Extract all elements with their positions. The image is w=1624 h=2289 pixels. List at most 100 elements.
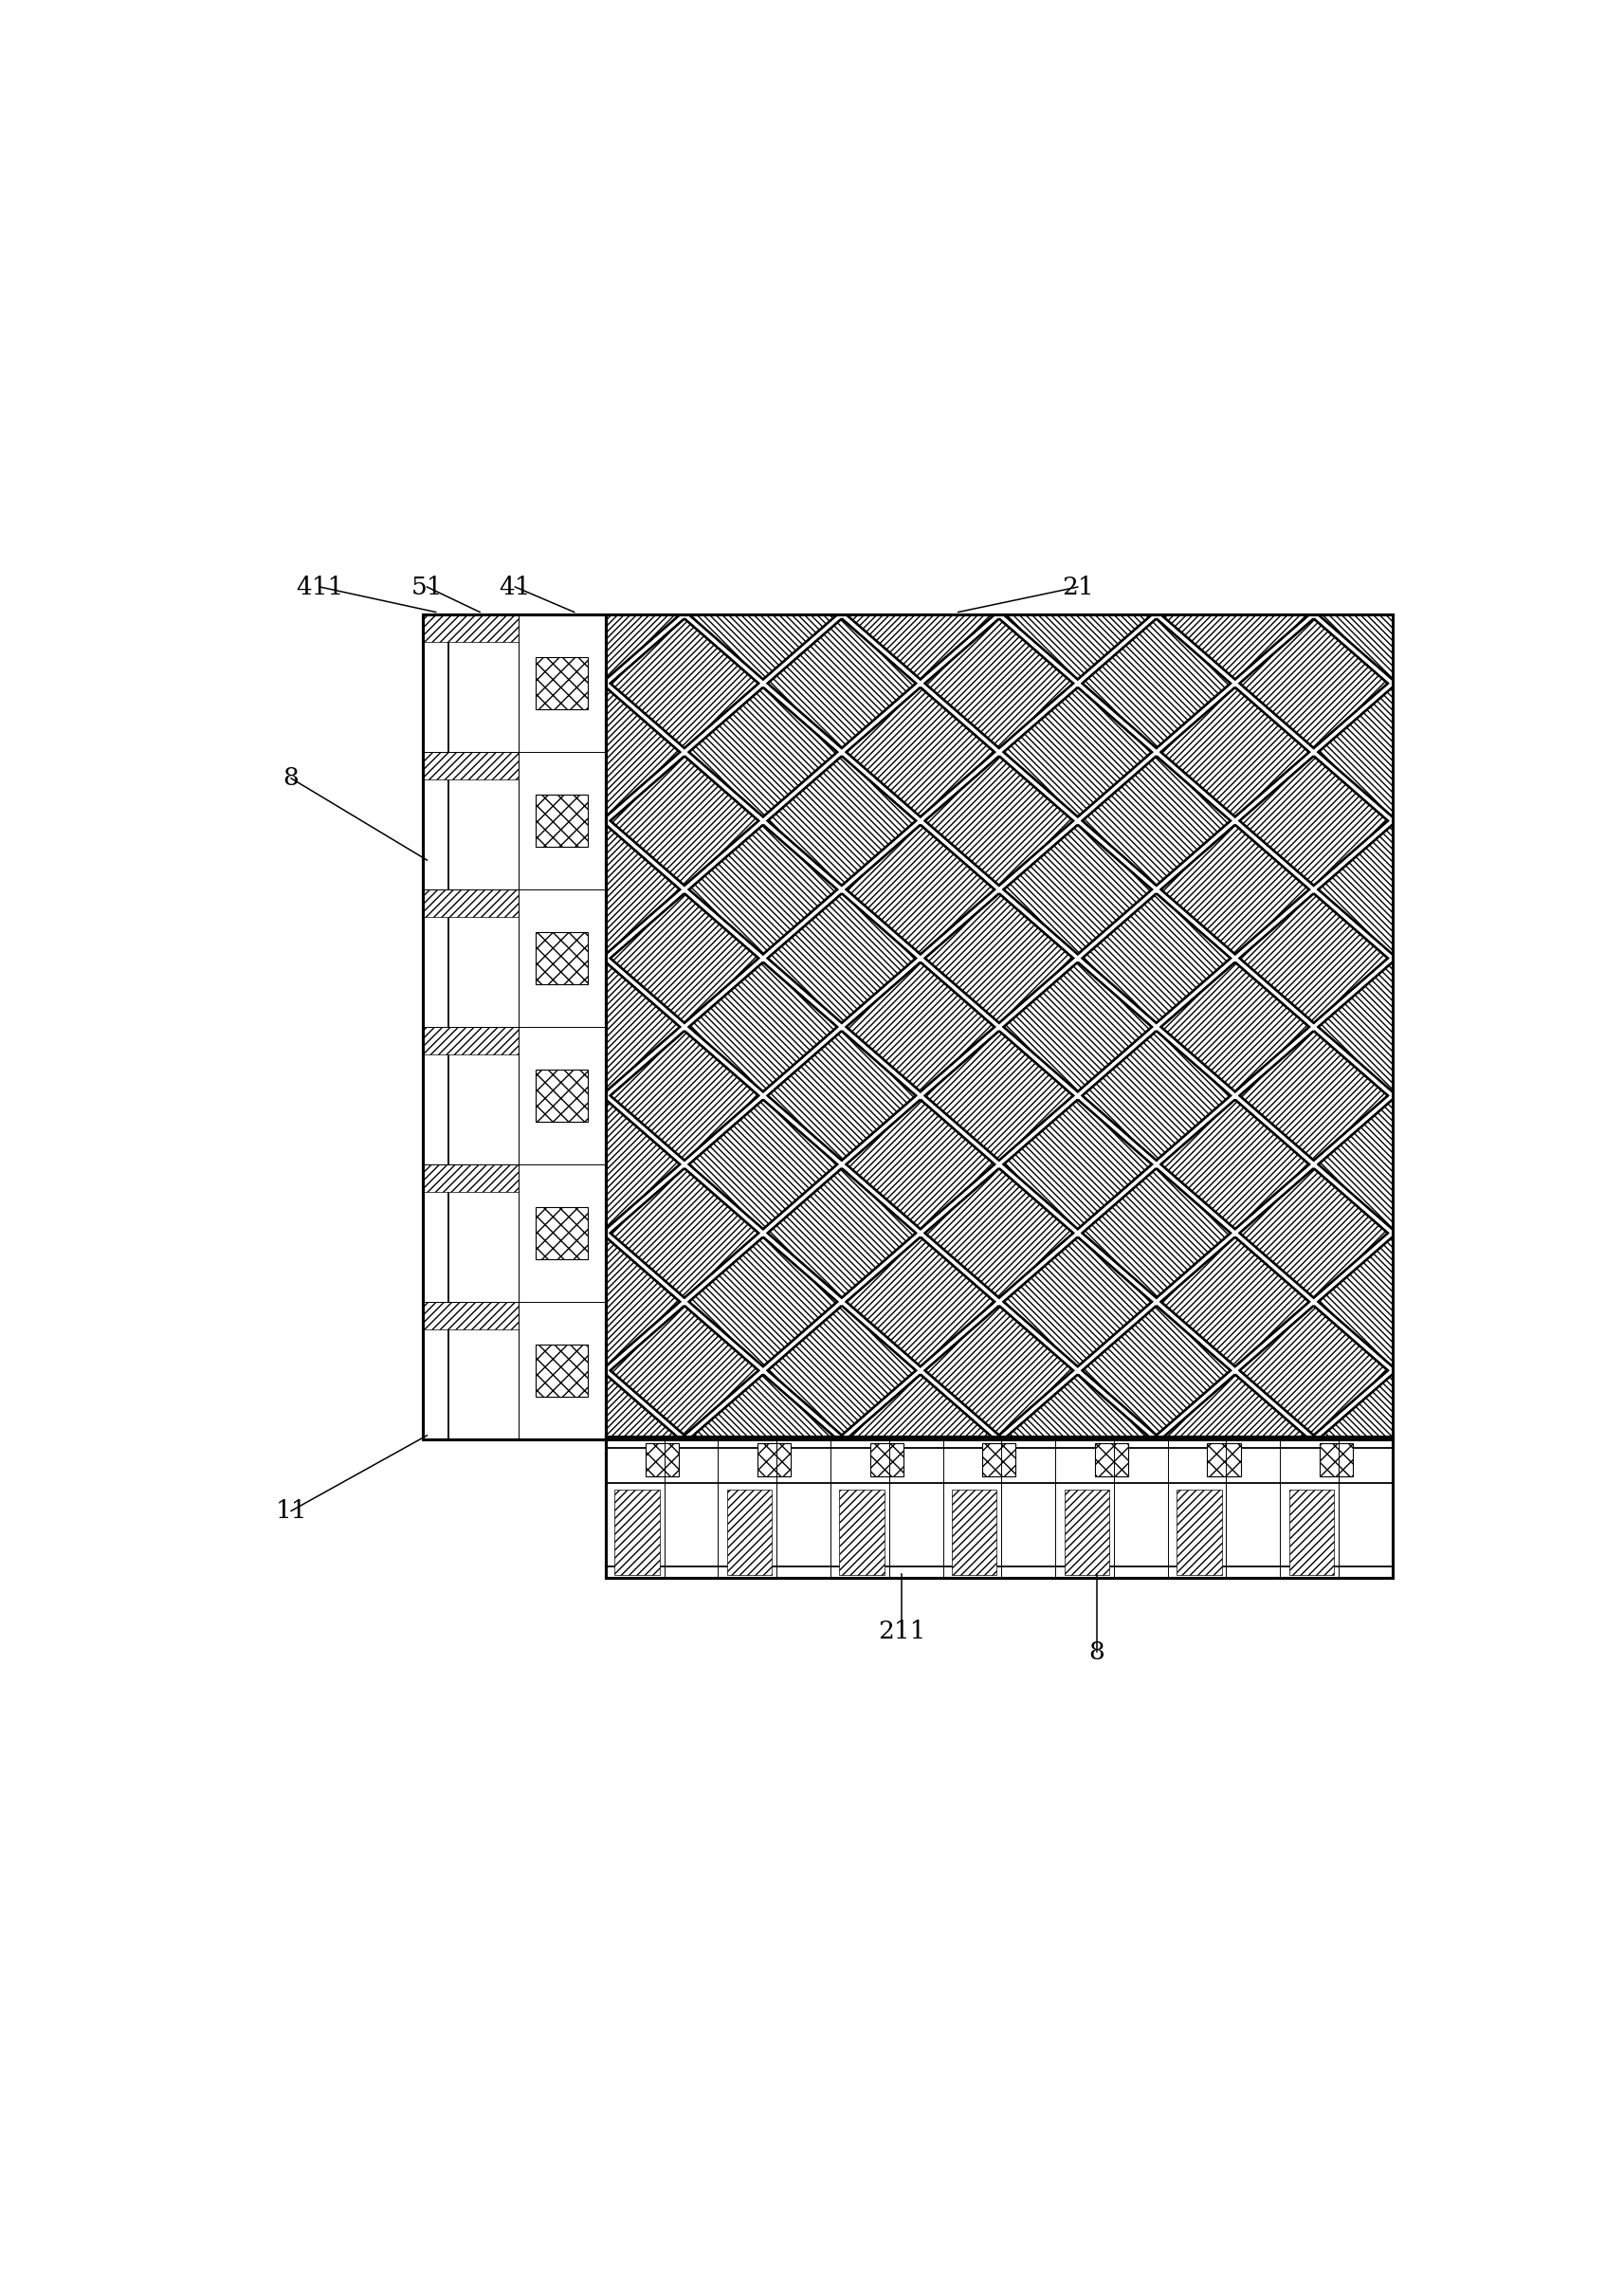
PathPatch shape — [1161, 1236, 1309, 1367]
PathPatch shape — [768, 1444, 916, 1573]
PathPatch shape — [1397, 1167, 1544, 1298]
PathPatch shape — [1239, 343, 1389, 474]
Bar — [983, 1442, 1015, 1476]
PathPatch shape — [689, 687, 836, 817]
PathPatch shape — [375, 824, 523, 955]
PathPatch shape — [1554, 755, 1624, 886]
PathPatch shape — [611, 343, 758, 474]
PathPatch shape — [689, 1373, 836, 1504]
Text: 8: 8 — [283, 767, 299, 790]
PathPatch shape — [1239, 1167, 1389, 1298]
PathPatch shape — [1319, 1373, 1466, 1504]
PathPatch shape — [1161, 687, 1309, 817]
PathPatch shape — [453, 481, 601, 611]
Bar — [424, 1165, 518, 1302]
PathPatch shape — [531, 1236, 680, 1367]
PathPatch shape — [531, 824, 680, 955]
PathPatch shape — [768, 343, 916, 474]
Bar — [1289, 1490, 1333, 1575]
PathPatch shape — [1476, 961, 1624, 1092]
PathPatch shape — [1082, 343, 1231, 474]
PathPatch shape — [375, 824, 523, 955]
PathPatch shape — [1082, 1167, 1231, 1298]
PathPatch shape — [846, 1373, 994, 1504]
PathPatch shape — [1082, 343, 1231, 474]
Bar — [615, 1490, 659, 1575]
PathPatch shape — [1004, 549, 1151, 680]
PathPatch shape — [926, 755, 1073, 886]
PathPatch shape — [1554, 481, 1624, 611]
PathPatch shape — [926, 893, 1073, 1023]
PathPatch shape — [531, 1099, 680, 1229]
PathPatch shape — [689, 549, 836, 680]
PathPatch shape — [1476, 1099, 1624, 1229]
PathPatch shape — [1397, 1444, 1544, 1573]
PathPatch shape — [1004, 1236, 1151, 1367]
PathPatch shape — [1082, 481, 1231, 611]
PathPatch shape — [1397, 755, 1544, 886]
PathPatch shape — [768, 1030, 916, 1161]
PathPatch shape — [846, 1236, 994, 1367]
Bar — [1207, 1442, 1241, 1476]
Bar — [536, 657, 588, 710]
PathPatch shape — [1397, 481, 1544, 611]
PathPatch shape — [926, 1444, 1073, 1573]
PathPatch shape — [1239, 481, 1389, 611]
PathPatch shape — [846, 1373, 994, 1504]
PathPatch shape — [1397, 1305, 1544, 1435]
PathPatch shape — [1239, 893, 1389, 1023]
Bar — [424, 1028, 518, 1165]
PathPatch shape — [453, 1305, 601, 1435]
PathPatch shape — [768, 1444, 916, 1573]
PathPatch shape — [1319, 549, 1466, 680]
PathPatch shape — [375, 961, 523, 1092]
PathPatch shape — [846, 687, 994, 817]
PathPatch shape — [1239, 481, 1389, 611]
PathPatch shape — [453, 1305, 601, 1435]
Bar — [1177, 1490, 1221, 1575]
Bar — [606, 616, 1392, 1440]
PathPatch shape — [611, 618, 758, 749]
PathPatch shape — [846, 412, 994, 542]
PathPatch shape — [1319, 1236, 1466, 1367]
PathPatch shape — [846, 824, 994, 955]
Bar — [424, 616, 518, 753]
PathPatch shape — [1004, 1099, 1151, 1229]
PathPatch shape — [1476, 687, 1624, 817]
PathPatch shape — [846, 1513, 994, 1641]
Bar — [952, 1490, 997, 1575]
PathPatch shape — [1319, 1099, 1466, 1229]
PathPatch shape — [1319, 824, 1466, 955]
PathPatch shape — [1004, 961, 1151, 1092]
PathPatch shape — [689, 961, 836, 1092]
PathPatch shape — [689, 1236, 836, 1367]
PathPatch shape — [768, 1167, 916, 1298]
Text: 11: 11 — [274, 1499, 307, 1522]
PathPatch shape — [531, 412, 680, 542]
PathPatch shape — [768, 1167, 916, 1298]
PathPatch shape — [1239, 1305, 1389, 1435]
PathPatch shape — [1319, 1373, 1466, 1504]
PathPatch shape — [1004, 824, 1151, 955]
PathPatch shape — [1476, 1373, 1624, 1504]
PathPatch shape — [1319, 687, 1466, 817]
PathPatch shape — [768, 1305, 916, 1435]
PathPatch shape — [926, 1030, 1073, 1161]
Bar — [424, 616, 606, 1440]
PathPatch shape — [1239, 1305, 1389, 1435]
PathPatch shape — [1161, 961, 1309, 1092]
PathPatch shape — [531, 1373, 680, 1504]
PathPatch shape — [1004, 1513, 1151, 1641]
PathPatch shape — [375, 1373, 523, 1504]
Bar — [424, 1302, 518, 1440]
Bar — [1064, 1490, 1109, 1575]
PathPatch shape — [926, 481, 1073, 611]
PathPatch shape — [375, 687, 523, 817]
PathPatch shape — [375, 1236, 523, 1367]
PathPatch shape — [926, 343, 1073, 474]
PathPatch shape — [1397, 1305, 1544, 1435]
PathPatch shape — [1397, 618, 1544, 749]
PathPatch shape — [1004, 961, 1151, 1092]
PathPatch shape — [1319, 961, 1466, 1092]
PathPatch shape — [611, 755, 758, 886]
